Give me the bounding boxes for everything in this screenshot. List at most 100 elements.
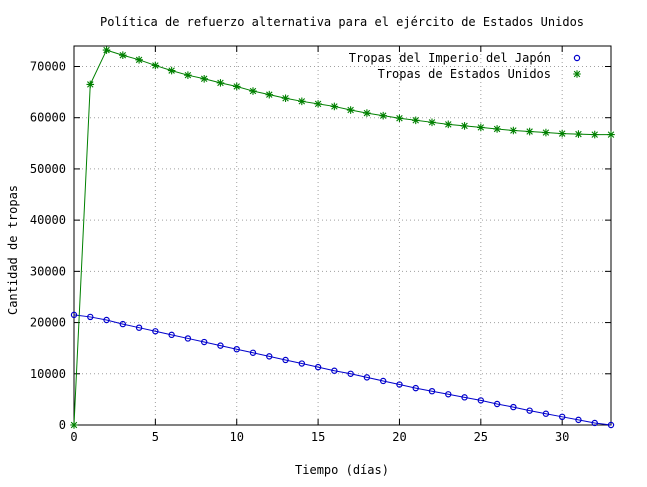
data-point xyxy=(330,102,339,111)
series-2 xyxy=(70,46,615,429)
data-point xyxy=(70,421,78,429)
y-tick-label: 20000 xyxy=(30,316,66,330)
axis-ticks: 0 5 10 15 20 25 30 0 10000 20000 30000 40000 50000 60… xyxy=(30,46,611,444)
x-axis-label: Tiempo (días) xyxy=(295,463,389,477)
series-1 xyxy=(70,311,615,429)
legend-label: Tropas de Estados Unidos xyxy=(378,67,551,81)
x-tick-label: 5 xyxy=(152,430,159,444)
data-point xyxy=(428,387,436,395)
y-tick-label: 40000 xyxy=(30,213,66,227)
plot-frame xyxy=(73,45,612,426)
data-point xyxy=(184,71,192,79)
data-point xyxy=(510,403,517,411)
data-point xyxy=(460,122,469,130)
data-point xyxy=(86,80,95,89)
data-point xyxy=(119,51,127,60)
x-tick-label: 30 xyxy=(555,430,569,444)
data-point xyxy=(167,66,176,75)
y-tick-label: 60000 xyxy=(30,111,66,125)
data-point xyxy=(428,118,436,127)
data-point xyxy=(607,130,615,139)
data-point xyxy=(363,374,371,381)
data-point xyxy=(298,360,306,367)
data-point xyxy=(70,311,78,319)
data-point xyxy=(558,413,566,421)
data-point xyxy=(135,56,143,64)
data-point xyxy=(396,381,403,388)
legend-marker xyxy=(573,70,581,78)
y-axis-label: Cantidad de tropas xyxy=(6,185,20,315)
data-point xyxy=(607,421,615,429)
y-tick-label: 0 xyxy=(59,418,66,432)
data-point xyxy=(298,97,306,106)
data-point xyxy=(379,111,387,120)
data-point xyxy=(281,94,290,103)
data-point xyxy=(509,126,518,135)
data-point xyxy=(216,79,225,87)
data-point xyxy=(395,114,404,123)
series-layer xyxy=(70,46,615,429)
data-point xyxy=(168,331,175,339)
data-point xyxy=(412,384,419,392)
x-tick-label: 0 xyxy=(70,430,77,444)
y-tick-label: 30000 xyxy=(30,264,66,278)
data-point xyxy=(314,363,322,371)
data-point xyxy=(363,109,371,117)
data-point xyxy=(152,328,159,335)
data-point xyxy=(379,377,387,385)
data-point xyxy=(331,367,338,374)
y-tick-label: 10000 xyxy=(30,367,66,381)
data-point xyxy=(590,130,599,139)
series-line xyxy=(73,49,611,426)
data-point xyxy=(558,129,566,138)
data-point xyxy=(477,123,485,132)
data-point xyxy=(249,87,257,95)
data-point xyxy=(217,342,224,349)
y-tick-label: 70000 xyxy=(30,59,66,73)
data-point xyxy=(119,320,127,328)
data-point xyxy=(249,349,257,356)
data-point xyxy=(493,125,501,133)
y-tick-label: 50000 xyxy=(30,162,66,176)
data-point xyxy=(525,127,534,136)
data-point xyxy=(444,120,453,129)
x-tick-label: 15 xyxy=(311,430,325,444)
data-point xyxy=(461,394,468,401)
data-point xyxy=(591,419,598,427)
x-tick-label: 10 xyxy=(230,430,244,444)
data-point xyxy=(574,130,583,138)
legend: Tropas del Imperio del Japón Tropas de Es… xyxy=(349,51,581,81)
data-point xyxy=(200,338,208,346)
data-point xyxy=(200,74,208,83)
data-point xyxy=(151,61,160,70)
data-point xyxy=(347,370,354,377)
data-point xyxy=(542,128,550,137)
legend-marker xyxy=(573,54,581,62)
data-point xyxy=(135,324,143,331)
x-tick-label: 20 xyxy=(392,430,406,444)
data-point xyxy=(282,356,289,364)
data-point xyxy=(314,100,322,108)
chart-title: Política de refuerzo alternativa para el… xyxy=(100,15,584,29)
data-point xyxy=(542,410,550,417)
data-point xyxy=(477,397,485,404)
legend-label: Tropas del Imperio del Japón xyxy=(349,51,551,65)
x-tick-label: 25 xyxy=(474,430,488,444)
data-point xyxy=(493,400,501,408)
grid-lines xyxy=(74,46,611,425)
data-point xyxy=(526,407,533,414)
data-point xyxy=(87,313,94,321)
data-point xyxy=(232,82,241,91)
data-point xyxy=(102,46,111,54)
data-point xyxy=(265,90,274,99)
data-point xyxy=(233,346,240,353)
data-point xyxy=(411,116,420,125)
data-point xyxy=(266,353,273,360)
data-point xyxy=(184,335,192,342)
series-line xyxy=(73,314,612,426)
data-point xyxy=(103,316,110,324)
data-point xyxy=(575,416,582,424)
data-point xyxy=(445,391,452,398)
